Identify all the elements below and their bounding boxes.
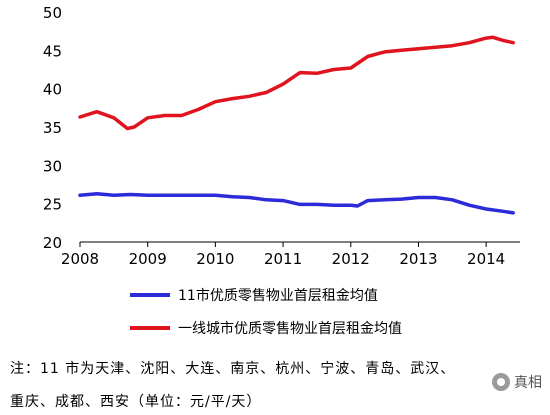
x-tick-label: 2008 [61,250,99,268]
legend-item-11-cities: 11市优质零售物业首层租金均值 [130,285,378,305]
y-tick-label: 40 [43,81,62,99]
x-axis-ticks: 2008 2009 2010 2011 2012 2013 2014 [61,242,505,268]
wechat-icon [492,373,510,391]
legend-swatch-blue [130,293,170,297]
y-axis-ticks: 20 25 30 35 40 45 50 [43,4,62,252]
legend-item-tier1-cities: 一线城市优质零售物业首层租金均值 [130,318,402,338]
x-tick-label: 2012 [332,250,370,268]
y-tick-label: 25 [43,196,62,214]
watermark-text: 真相 [514,375,542,391]
y-tick-label: 45 [43,42,62,60]
series-line-1 [78,191,515,215]
x-tick-label: 2013 [399,250,437,268]
footnote-line-2: 重庆、成都、西安（单位：元/平/天） [10,394,262,410]
y-tick-label: 50 [43,4,62,22]
x-tick-label: 2009 [129,250,167,268]
legend-label: 11市优质零售物业首层租金均值 [178,288,378,304]
legend-label: 一线城市优质零售物业首层租金均值 [178,321,402,337]
y-tick-label: 30 [43,157,62,175]
chart-series-lines [78,35,515,215]
watermark: 真相 [492,372,542,392]
y-tick-label: 20 [43,234,62,252]
y-tick-label: 35 [43,119,62,137]
x-tick-label: 2010 [196,250,234,268]
x-tick-label: 2014 [467,250,505,268]
footnote-line-1: 注：11 市为天津、沈阳、大连、南京、杭州、宁波、青岛、武汉、 [10,361,456,377]
legend-swatch-red [130,326,170,330]
series-line-2 [78,35,515,131]
x-tick-label: 2011 [264,250,302,268]
